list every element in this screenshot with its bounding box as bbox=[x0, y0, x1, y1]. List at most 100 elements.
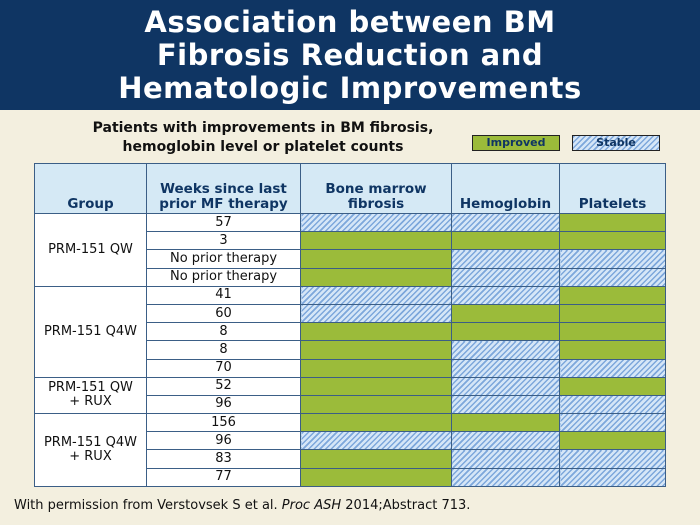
weeks-cell: 41 bbox=[146, 285, 301, 305]
hemoglobin-status-cell bbox=[451, 303, 560, 324]
table-header-row: Group Weeks since last prior MF therapy … bbox=[34, 163, 666, 214]
hemoglobin-status-cell bbox=[451, 376, 560, 396]
footer-prefix: With permission from Verstovsek S et al. bbox=[14, 498, 282, 513]
weeks-cell: 156 bbox=[146, 413, 301, 433]
bone-marrow-status-cell bbox=[300, 249, 452, 269]
table-row: 60 bbox=[35, 303, 666, 324]
hemoglobin-status-cell bbox=[451, 413, 560, 433]
platelets-status-cell bbox=[559, 340, 666, 360]
group-label: PRM-151 Q4W bbox=[43, 323, 138, 339]
hemoglobin-status-cell bbox=[451, 394, 560, 415]
header-bone-marrow-fibrosis: Bone marrow fibrosis bbox=[300, 163, 452, 214]
platelets-status-cell bbox=[559, 358, 666, 378]
platelets-status-cell bbox=[559, 394, 666, 415]
group-cell: PRM-151 QW + RUX bbox=[34, 376, 147, 415]
hemoglobin-status-cell bbox=[451, 449, 560, 469]
group-cell: PRM-151 Q4W + RUX bbox=[34, 413, 147, 487]
bone-marrow-status-cell bbox=[300, 285, 452, 305]
header-platelets: Platelets bbox=[559, 163, 666, 214]
platelets-status-cell bbox=[559, 231, 666, 251]
bone-marrow-status-cell bbox=[300, 431, 452, 451]
weeks-cell: 70 bbox=[146, 358, 301, 378]
table-body: PRM-151 QW 57 3 No prior therapy No prior th… bbox=[34, 212, 666, 487]
platelets-status-cell bbox=[559, 413, 666, 433]
table-row: 3 bbox=[35, 231, 666, 251]
bone-marrow-status-cell bbox=[300, 267, 452, 287]
platelets-status-cell bbox=[559, 212, 666, 233]
table-row: 83 bbox=[35, 449, 666, 469]
table-row: 77 bbox=[35, 467, 666, 487]
platelets-status-cell bbox=[559, 303, 666, 324]
table-subtitle: Patients with improvements in BM fibrosi… bbox=[92, 120, 434, 155]
group-cell: PRM-151 QW bbox=[34, 213, 147, 287]
table-row: 8 bbox=[35, 322, 666, 342]
bone-marrow-status-cell bbox=[300, 340, 452, 360]
table-row: No prior therapy bbox=[35, 249, 666, 269]
hemoglobin-status-cell bbox=[451, 285, 560, 305]
weeks-cell: No prior therapy bbox=[146, 267, 301, 287]
weeks-cell: 96 bbox=[146, 394, 301, 415]
weeks-cell: 57 bbox=[146, 212, 301, 233]
platelets-status-cell bbox=[559, 249, 666, 269]
platelets-status-cell bbox=[559, 467, 666, 487]
weeks-cell: 96 bbox=[146, 431, 301, 451]
weeks-cell: 52 bbox=[146, 376, 301, 396]
hemoglobin-status-cell bbox=[451, 431, 560, 451]
hemoglobin-status-cell bbox=[451, 267, 560, 287]
slide-title: Association between BM Fibrosis Reductio… bbox=[118, 4, 582, 105]
weeks-cell: 8 bbox=[146, 340, 301, 360]
group-label: PRM-151 Q4W + RUX bbox=[43, 434, 138, 464]
bone-marrow-status-cell bbox=[300, 376, 452, 396]
weeks-cell: No prior therapy bbox=[146, 249, 301, 269]
table-row: PRM-151 QW 57 bbox=[34, 212, 666, 287]
results-table: Group Weeks since last prior MF therapy … bbox=[34, 163, 666, 487]
table-row: No prior therapy bbox=[35, 267, 666, 287]
table-row: PRM-151 Q4W + RUX 156 bbox=[34, 413, 666, 487]
footer-journal: Proc ASH bbox=[281, 498, 342, 513]
header-group: Group bbox=[34, 163, 147, 214]
bone-marrow-status-cell bbox=[300, 413, 452, 433]
group-cell: PRM-151 Q4W bbox=[34, 285, 147, 378]
bone-marrow-status-cell bbox=[300, 212, 452, 233]
hemoglobin-status-cell bbox=[451, 340, 560, 360]
platelets-status-cell bbox=[559, 285, 666, 305]
table-row: 96 bbox=[35, 394, 666, 415]
bone-marrow-status-cell bbox=[300, 303, 452, 324]
hemoglobin-status-cell bbox=[451, 358, 560, 378]
table-row: 8 bbox=[35, 340, 666, 360]
platelets-status-cell bbox=[559, 376, 666, 396]
bone-marrow-status-cell bbox=[300, 449, 452, 469]
hemoglobin-status-cell bbox=[451, 212, 560, 233]
weeks-cell: 60 bbox=[146, 303, 301, 324]
legend-stable: Stable bbox=[572, 135, 660, 151]
group-label: PRM-151 QW + RUX bbox=[48, 380, 133, 410]
platelets-status-cell bbox=[559, 267, 666, 287]
weeks-cell: 8 bbox=[146, 322, 301, 342]
weeks-cell: 3 bbox=[146, 231, 301, 251]
weeks-cell: 77 bbox=[146, 467, 301, 487]
table-row: PRM-151 Q4W 41 bbox=[34, 285, 666, 378]
legend-improved: Improved bbox=[472, 135, 560, 151]
hemoglobin-status-cell bbox=[451, 467, 560, 487]
table-row: 70 bbox=[35, 358, 666, 378]
platelets-status-cell bbox=[559, 449, 666, 469]
hemoglobin-status-cell bbox=[451, 249, 560, 269]
weeks-cell: 83 bbox=[146, 449, 301, 469]
bone-marrow-status-cell bbox=[300, 231, 452, 251]
bone-marrow-status-cell bbox=[300, 358, 452, 378]
group-label: PRM-151 QW bbox=[48, 241, 133, 257]
platelets-status-cell bbox=[559, 431, 666, 451]
hemoglobin-status-cell bbox=[451, 322, 560, 342]
table-row: PRM-151 QW + RUX 52 bbox=[34, 376, 666, 415]
bone-marrow-status-cell bbox=[300, 467, 452, 487]
header-hemoglobin: Hemoglobin bbox=[451, 163, 560, 214]
bone-marrow-status-cell bbox=[300, 322, 452, 342]
bone-marrow-status-cell bbox=[300, 394, 452, 415]
title-bar: Association between BM Fibrosis Reductio… bbox=[0, 0, 700, 110]
header-weeks: Weeks since last prior MF therapy bbox=[146, 163, 301, 214]
footer-citation: With permission from Verstovsek S et al.… bbox=[14, 498, 470, 513]
table-row: 96 bbox=[35, 431, 666, 451]
hemoglobin-status-cell bbox=[451, 231, 560, 251]
footer-suffix: 2014;Abstract 713. bbox=[341, 498, 471, 513]
platelets-status-cell bbox=[559, 322, 666, 342]
